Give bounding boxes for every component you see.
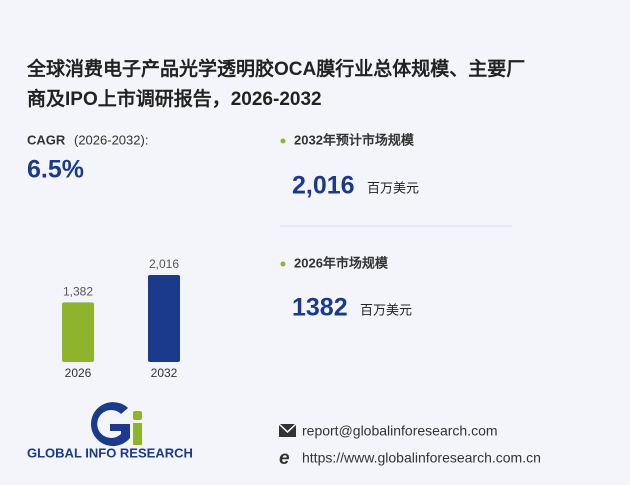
email[interactable]: report@globalinforesearch.com: [302, 423, 498, 439]
stat-value: 1382: [292, 294, 348, 322]
stat-unit: 百万美元: [360, 302, 412, 317]
email-icon: [278, 423, 297, 437]
bar-chart: 1,382 2026 2,016 2032: [62, 257, 180, 380]
category-label: 2026: [65, 366, 92, 380]
website[interactable]: https://www.globalinforesearch.com.cn: [302, 450, 541, 466]
web-icon: e: [279, 448, 290, 469]
bar: [62, 302, 94, 362]
value-label: 1,382: [63, 285, 93, 299]
stat-unit: 百万美元: [367, 180, 419, 195]
bar: [148, 275, 180, 362]
bullet: [280, 138, 286, 144]
cagr-period: (2026-2032):: [74, 132, 148, 147]
cagr-label: CAGR: [27, 132, 66, 147]
bullet: [280, 261, 286, 267]
logo-text: GLOBAL INFO RESEARCH: [27, 445, 193, 460]
value-label: 2,016: [149, 257, 179, 271]
category-label: 2032: [151, 366, 178, 380]
stat-value: 2,016: [292, 172, 355, 200]
stat-label: 2026年市场规模: [294, 255, 389, 270]
title: 全球消费电子产品光学透明胶OCA膜行业总体规模、主要厂: [26, 57, 525, 80]
title: 商及IPO上市调研报告，2026-2032: [27, 87, 322, 110]
cagr-value: 6.5%: [27, 156, 84, 184]
stat-label: 2032年预计市场规模: [294, 132, 415, 147]
logo: [90, 402, 142, 447]
